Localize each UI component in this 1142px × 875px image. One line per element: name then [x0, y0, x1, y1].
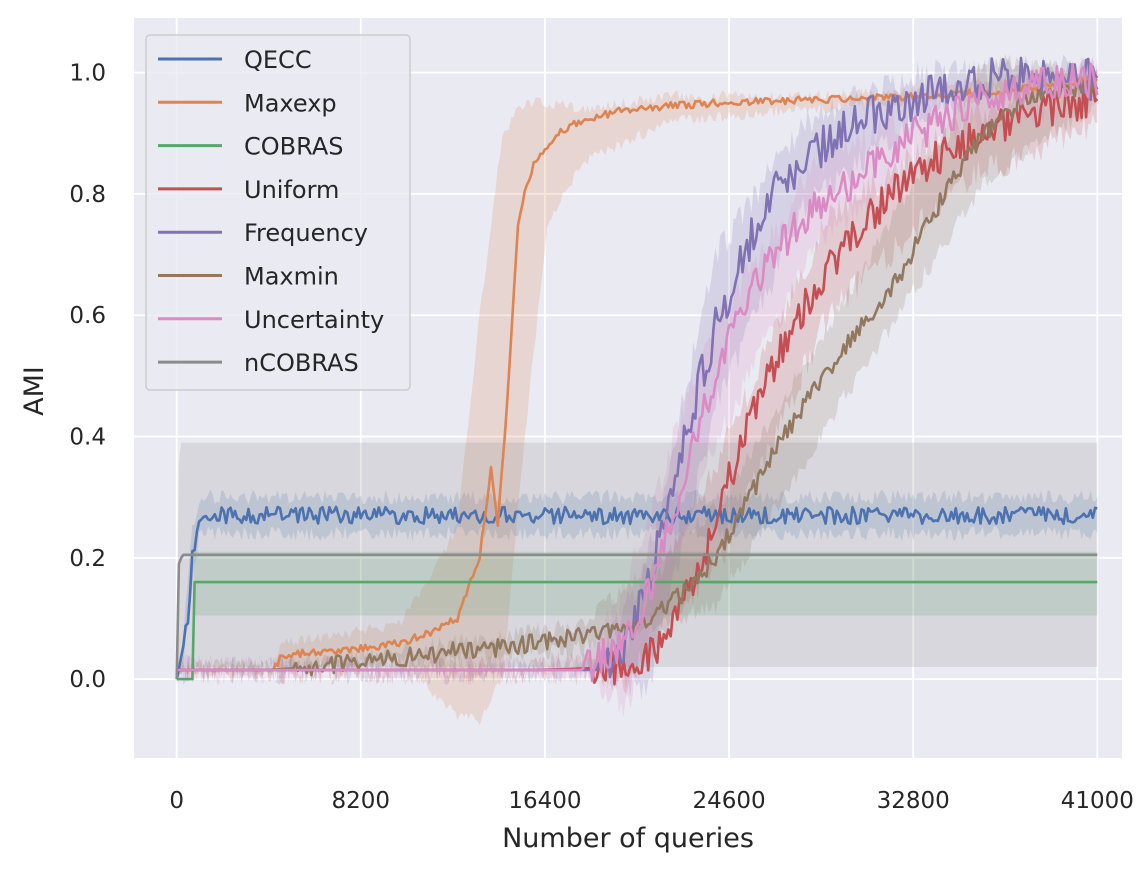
- x-tick-label: 8200: [332, 788, 391, 814]
- y-tick-label: 0.0: [69, 667, 106, 693]
- line-ncobras: [175, 553, 1098, 680]
- y-tick-label: 0.2: [69, 546, 106, 572]
- series-lines: [175, 56, 1099, 686]
- x-tick-labels: 0 8200 16400 24600 32800 41000: [169, 788, 1134, 814]
- band-maxmin: [176, 54, 1098, 680]
- legend-label: Uncertainty: [244, 306, 384, 334]
- y-tick-label: 1.0: [69, 61, 106, 87]
- y-tick-label: 0.8: [69, 182, 106, 208]
- band-ncobras: [176, 442, 1098, 680]
- line-cobras: [176, 580, 1098, 681]
- x-tick-label: 41000: [1061, 788, 1134, 814]
- line-uncertainty: [176, 62, 1099, 683]
- legend-label: nCOBRAS: [244, 349, 359, 377]
- y-tick-label: 0.4: [69, 425, 106, 451]
- legend-label: Frequency: [244, 219, 368, 247]
- x-tick-label: 32800: [877, 788, 950, 814]
- legend-label: Maxmin: [244, 263, 339, 291]
- y-tick-labels: 0.0 0.2 0.4 0.6 0.8 1.0: [69, 61, 106, 694]
- x-axis-label: Number of queries: [502, 823, 754, 854]
- line-qecc: [175, 505, 1098, 680]
- legend-label: Uniform: [244, 176, 339, 204]
- legend-label: COBRAS: [244, 133, 343, 161]
- x-tick-label: 16400: [508, 788, 581, 814]
- x-tick-label: 0: [169, 788, 184, 814]
- line-maxmin: [176, 78, 1099, 677]
- legend: QECC Maxexp COBRAS Uniform Frequency Maxmin Un…: [145, 34, 411, 391]
- legend-label: Maxexp: [244, 89, 337, 117]
- legend-label: QECC: [244, 46, 312, 74]
- x-tick-label: 24600: [692, 788, 765, 814]
- legend-frame: [145, 34, 411, 391]
- y-tick-label: 0.6: [69, 303, 106, 329]
- band-uncertainty: [176, 52, 1098, 718]
- y-axis-label: AMI: [19, 366, 50, 416]
